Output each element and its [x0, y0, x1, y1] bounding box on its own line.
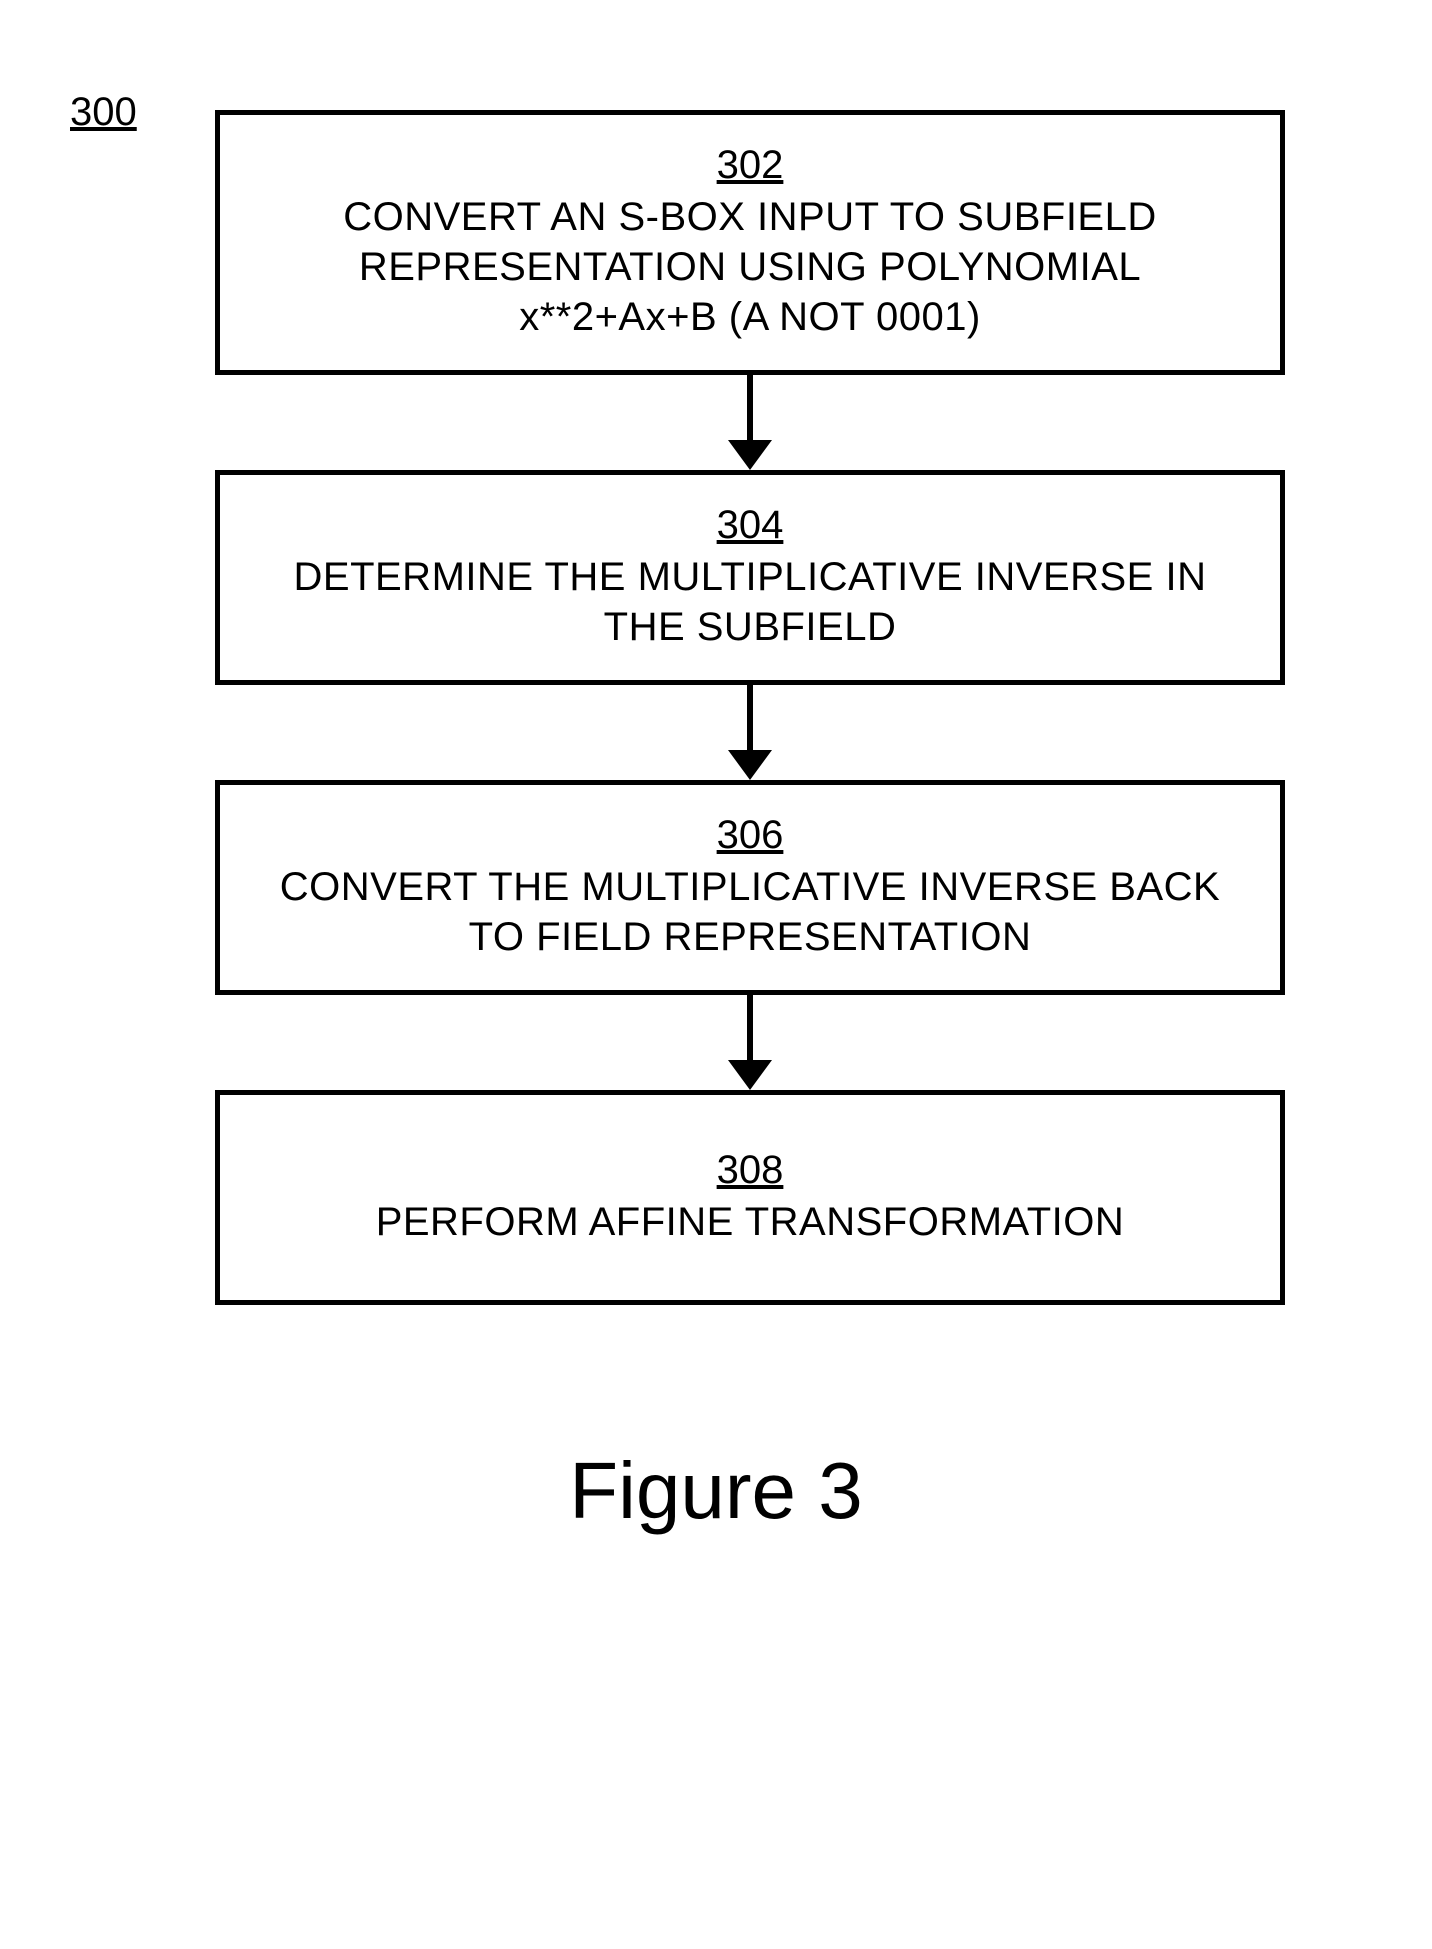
flow-step-302: 302 CONVERT AN S-BOX INPUT TO SUBFIELD R… — [215, 110, 1285, 375]
figure-caption: Figure 3 — [40, 1445, 1392, 1537]
step-number: 304 — [717, 503, 784, 548]
step-number: 308 — [717, 1148, 784, 1193]
flowchart-container: 302 CONVERT AN S-BOX INPUT TO SUBFIELD R… — [200, 110, 1300, 1305]
figure-reference-number: 300 — [70, 90, 137, 135]
arrow-line — [747, 685, 753, 750]
arrow-line — [747, 375, 753, 440]
arrow-head-icon — [728, 1060, 772, 1090]
step-text: PERFORM AFFINE TRANSFORMATION — [376, 1197, 1125, 1247]
arrow-head-icon — [728, 440, 772, 470]
step-text: CONVERT AN S-BOX INPUT TO SUBFIELD REPRE… — [260, 192, 1240, 342]
arrow-304-to-306 — [728, 685, 772, 780]
step-text: DETERMINE THE MULTIPLICATIVE INVERSE IN … — [260, 552, 1240, 652]
step-number: 302 — [717, 143, 784, 188]
arrow-head-icon — [728, 750, 772, 780]
arrow-306-to-308 — [728, 995, 772, 1090]
step-number: 306 — [717, 813, 784, 858]
arrow-line — [747, 995, 753, 1060]
flow-step-304: 304 DETERMINE THE MULTIPLICATIVE INVERSE… — [215, 470, 1285, 685]
arrow-302-to-304 — [728, 375, 772, 470]
flow-step-308: 308 PERFORM AFFINE TRANSFORMATION — [215, 1090, 1285, 1305]
flow-step-306: 306 CONVERT THE MULTIPLICATIVE INVERSE B… — [215, 780, 1285, 995]
step-text: CONVERT THE MULTIPLICATIVE INVERSE BACK … — [260, 862, 1240, 962]
